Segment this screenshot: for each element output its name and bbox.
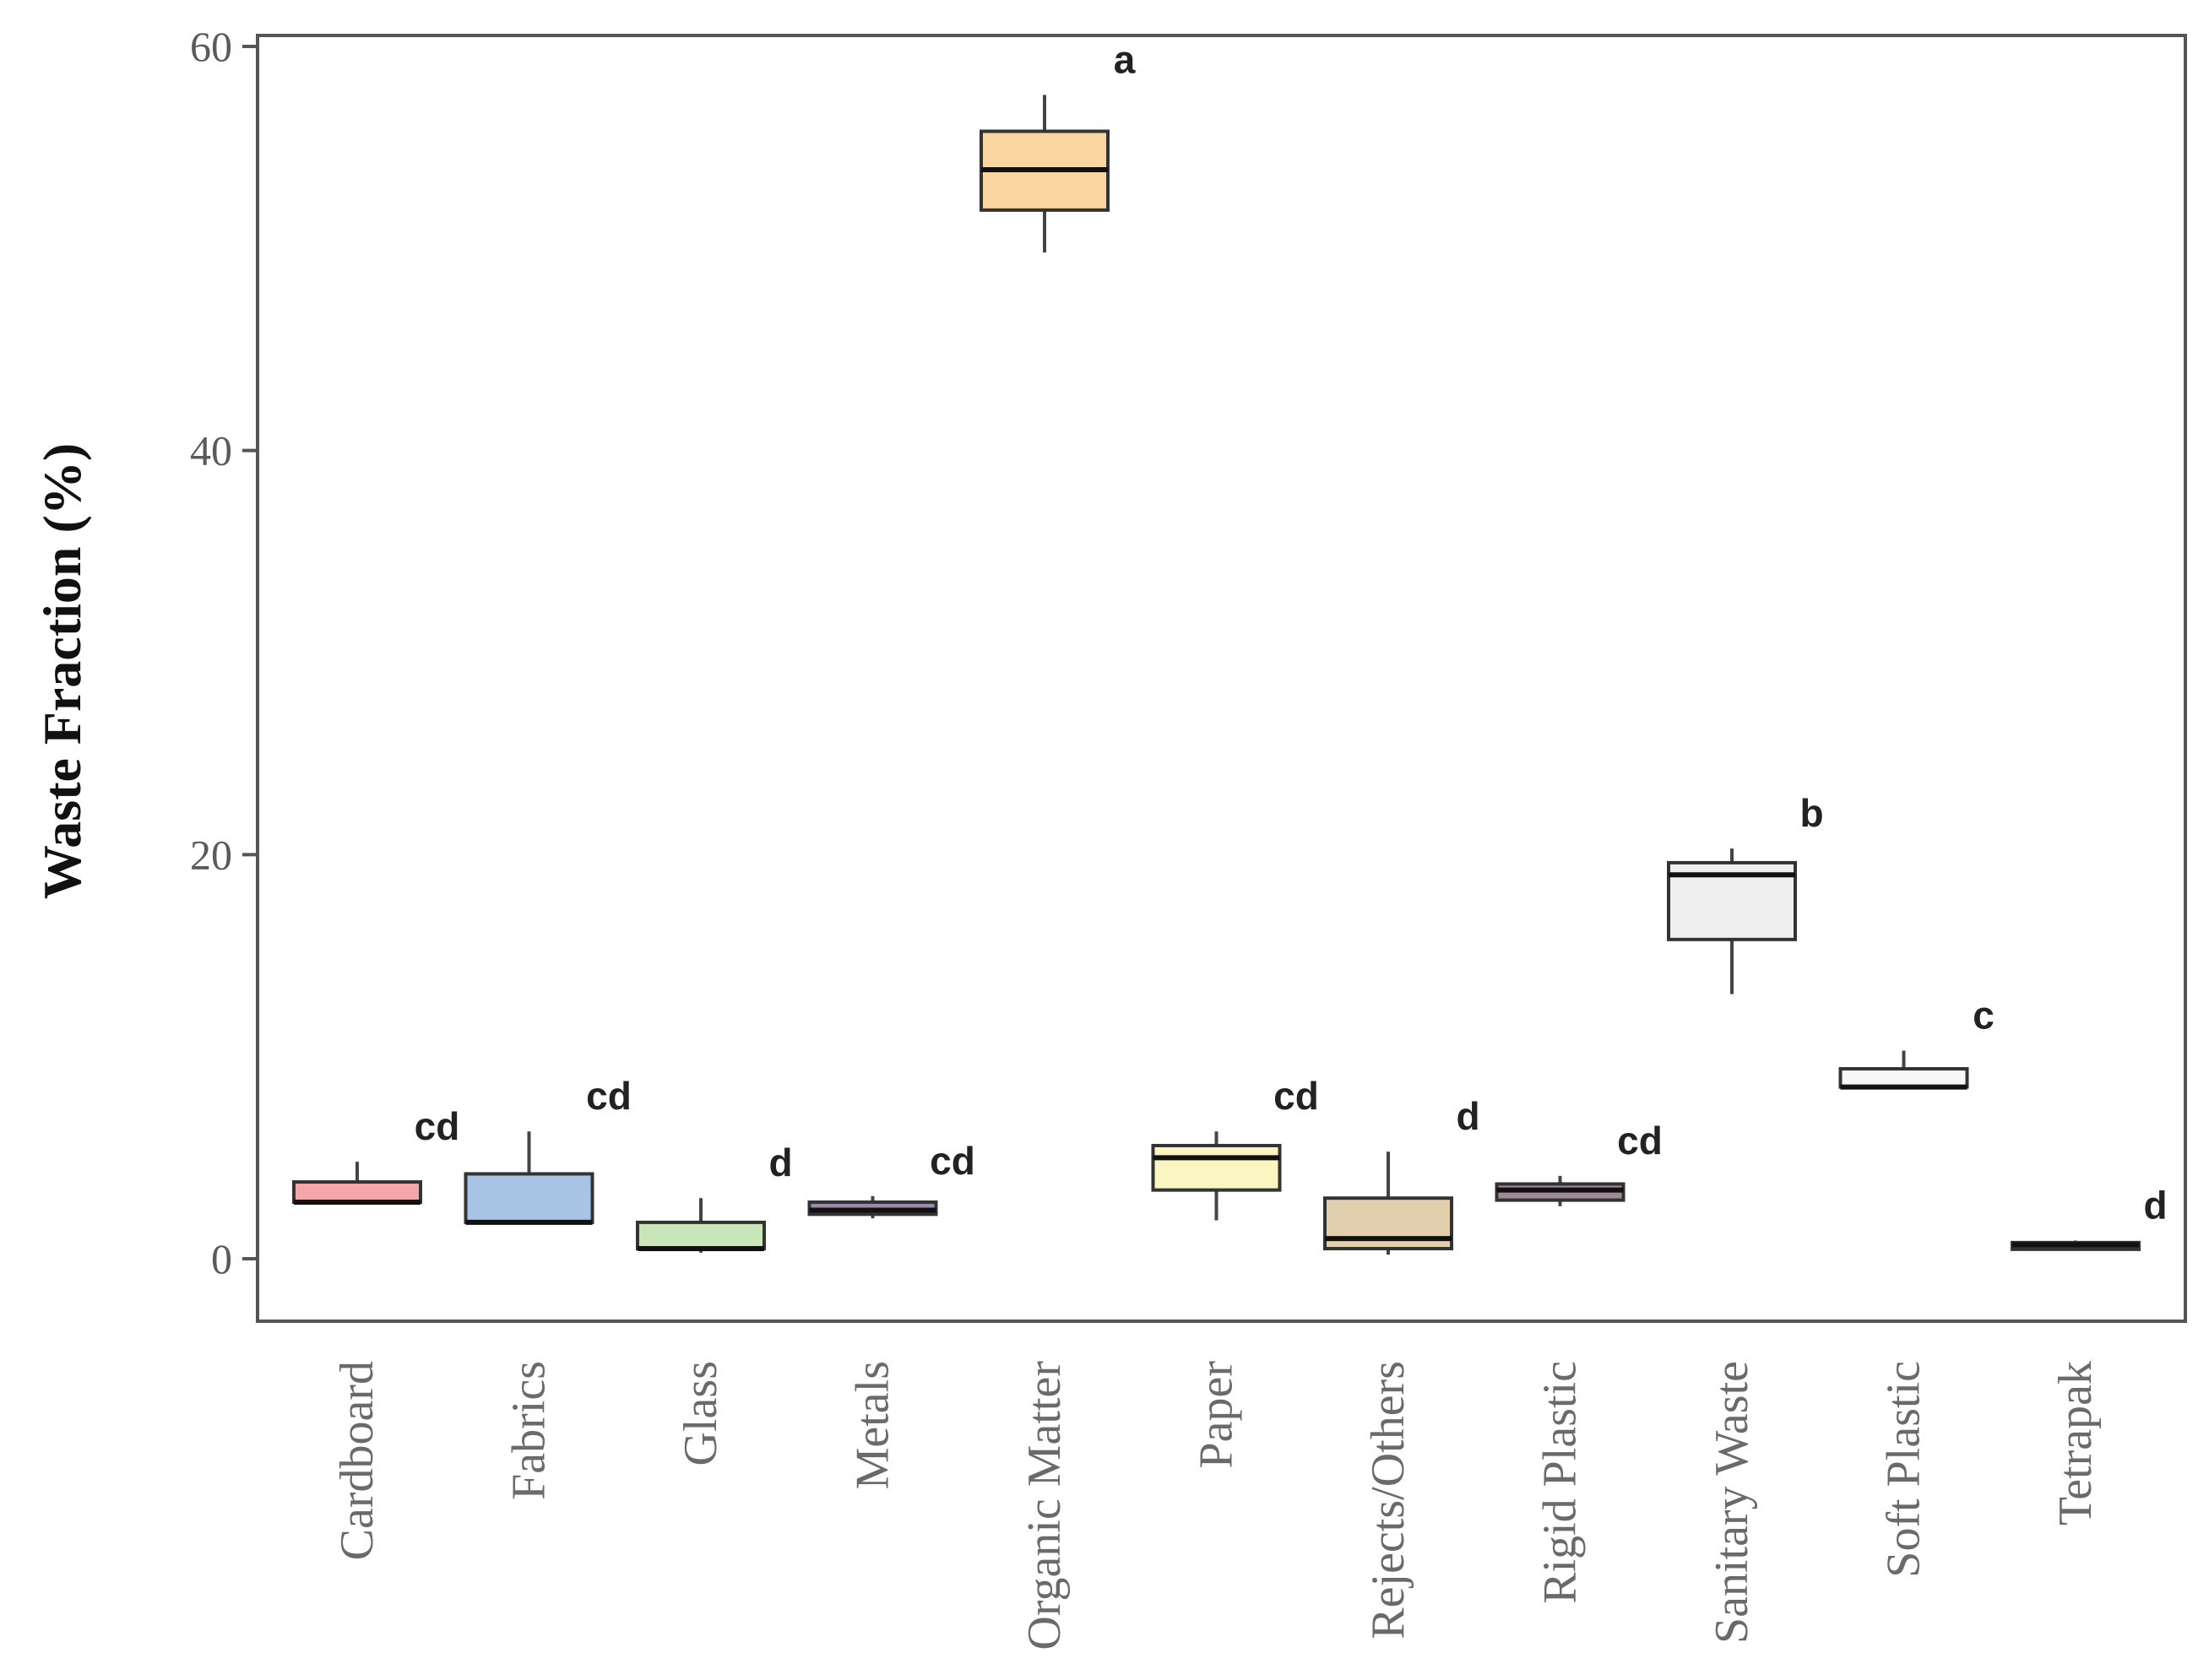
y-axis-label: Waste Fraction (%) bbox=[32, 443, 92, 899]
group-letter: a bbox=[1114, 37, 1136, 81]
y-tick-label: 60 bbox=[190, 23, 232, 70]
category-labels: Cardboard Fabrics Glass Metals Organic Matte… bbox=[331, 1361, 2102, 1650]
iqr-box bbox=[464, 1172, 594, 1224]
category-label: Soft Plastic bbox=[1878, 1361, 1930, 1578]
category-label: Fabrics bbox=[503, 1361, 556, 1500]
y-tick-label: 40 bbox=[190, 427, 232, 474]
box-fabrics: cd bbox=[464, 1074, 632, 1225]
group-letter: cd bbox=[930, 1139, 975, 1183]
category-label: Cardboard bbox=[331, 1361, 383, 1560]
box-rejects-others: d bbox=[1323, 1094, 1480, 1255]
group-letter: cd bbox=[1617, 1119, 1663, 1162]
category-label: Organic Matter bbox=[1018, 1361, 1071, 1650]
iqr-box bbox=[292, 1180, 422, 1204]
group-letter: d bbox=[768, 1141, 792, 1184]
box-organic-matter: a bbox=[980, 37, 1136, 253]
box-tetrapak: d bbox=[2011, 1183, 2168, 1251]
box-rigid-plastic: cd bbox=[1495, 1119, 1663, 1206]
iqr-box bbox=[636, 1220, 766, 1251]
box-sanitary-waste: b bbox=[1667, 791, 1824, 994]
iqr-box bbox=[1151, 1143, 1282, 1192]
category-label: Rigid Plastic bbox=[1534, 1361, 1587, 1604]
box-cardboard: cd bbox=[292, 1104, 460, 1205]
group-letter: cd bbox=[1273, 1074, 1319, 1118]
group-letter: d bbox=[1456, 1094, 1479, 1138]
category-label: Tetrapak bbox=[2049, 1361, 2102, 1526]
category-label: Paper bbox=[1191, 1361, 1243, 1469]
y-tick-label: 20 bbox=[190, 831, 232, 878]
iqr-box bbox=[1838, 1067, 1969, 1089]
plot-frame bbox=[256, 34, 2187, 1323]
group-letter: cd bbox=[586, 1074, 632, 1118]
category-label: Rejects/Others bbox=[1362, 1361, 1414, 1639]
category-label: Glass bbox=[675, 1361, 727, 1466]
y-ticks: 0 20 40 60 bbox=[190, 23, 258, 1282]
box-metals: cd bbox=[807, 1139, 975, 1219]
category-label: Metals bbox=[847, 1361, 899, 1489]
group-letter: b bbox=[1799, 791, 1823, 835]
box-paper: cd bbox=[1151, 1074, 1319, 1221]
group-letter: c bbox=[1973, 993, 1995, 1037]
y-tick-label: 0 bbox=[211, 1235, 232, 1282]
box-glass: d bbox=[636, 1141, 793, 1253]
group-letter: cd bbox=[415, 1104, 460, 1148]
group-letter: d bbox=[2143, 1183, 2167, 1227]
box-soft-plastic: c bbox=[1838, 993, 1995, 1090]
category-label: Sanitary Waste bbox=[1706, 1361, 1758, 1644]
